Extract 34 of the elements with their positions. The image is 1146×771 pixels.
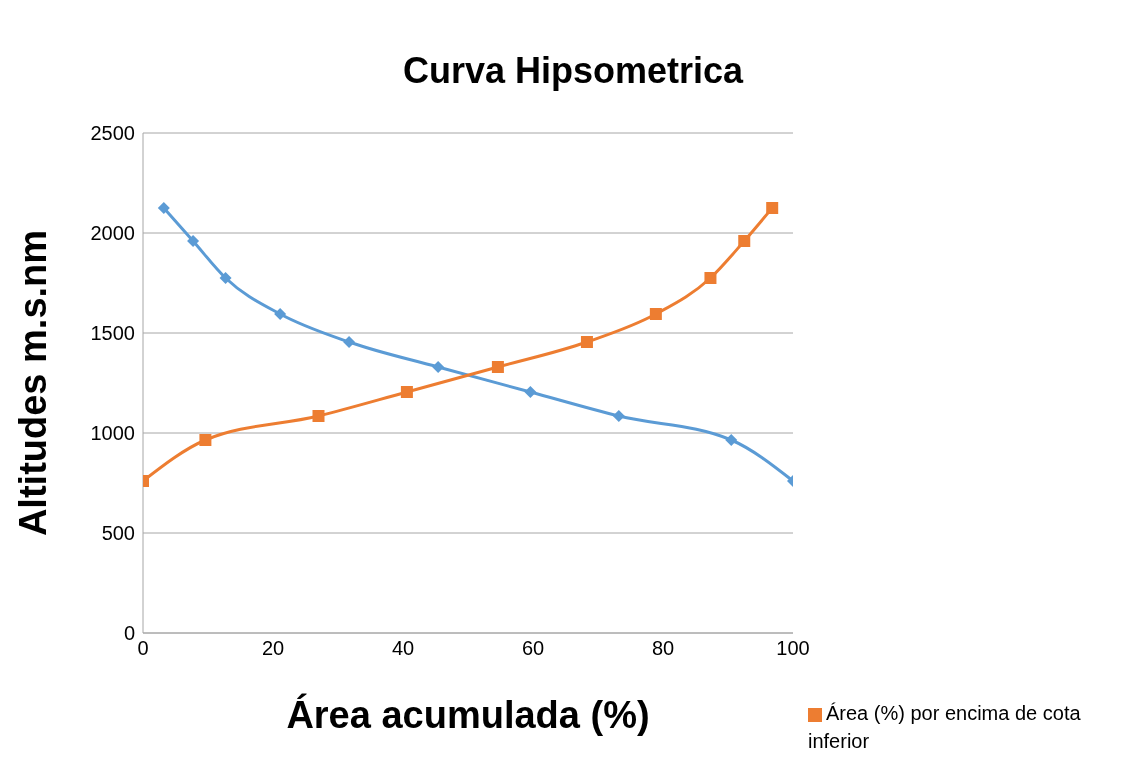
x-tick-label: 100 [776,637,810,660]
point [612,410,625,422]
x-tick-label: 80 [651,637,675,660]
x-tick-label: 60 [521,637,545,660]
point [491,361,504,373]
x-tick-label: 0 [137,637,149,660]
y-tick-label: 0 [123,622,135,645]
y-tick-label: 1000 [90,422,135,445]
point [704,272,717,284]
y-tick-label: 500 [101,522,135,545]
y-tick-label: 1500 [90,322,135,345]
point [432,361,445,373]
point [725,434,738,446]
point [312,410,325,422]
point [274,308,287,320]
chart-title: Curva Hipsometrica [402,50,745,91]
point [400,386,413,398]
point [199,434,212,446]
point [157,202,170,214]
point [766,202,779,214]
y-tick-label: 2000 [90,222,135,245]
point [580,336,593,348]
legend-label: Área (%) por encima de cota inferior [808,702,1081,752]
point [524,386,537,398]
x-tick-label: 40 [391,637,415,660]
point [219,272,232,284]
y-axis-title: Altitudes m.s.nm [12,229,55,537]
x-tick-label: 20 [261,637,285,660]
y-tick-label: 2500 [90,122,135,145]
point [187,235,200,247]
point [738,235,751,247]
x-axis-title: Área acumulada (%) [286,693,650,736]
point [649,308,662,320]
point [343,336,356,348]
